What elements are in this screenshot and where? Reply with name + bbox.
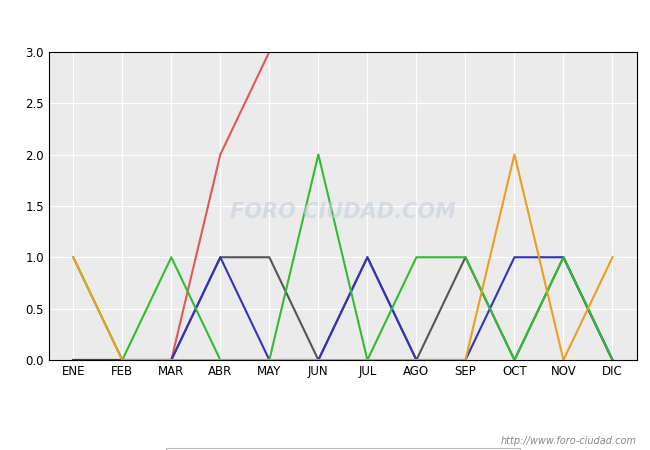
2023 [315, 357, 322, 363]
2022 [608, 357, 616, 363]
2020 [265, 357, 273, 363]
2024 [118, 357, 126, 363]
2022 [216, 255, 224, 260]
Line: 2023: 2023 [73, 257, 612, 360]
2021 [168, 255, 176, 260]
Text: FORO CIUDAD.COM: FORO CIUDAD.COM [230, 202, 456, 222]
2021 [413, 255, 421, 260]
2023 [70, 357, 77, 363]
2020 [363, 357, 371, 363]
2022 [118, 357, 126, 363]
2020 [510, 152, 518, 157]
Text: http://www.foro-ciudad.com: http://www.foro-ciudad.com [501, 436, 637, 446]
2023 [363, 255, 371, 260]
Line: 2021: 2021 [73, 154, 612, 360]
2022 [168, 357, 176, 363]
Line: 2024: 2024 [73, 52, 269, 360]
2020 [608, 255, 616, 260]
2024 [265, 49, 273, 54]
2022 [413, 357, 421, 363]
2023 [118, 357, 126, 363]
2022 [363, 255, 371, 260]
2022 [462, 357, 469, 363]
2020 [168, 357, 176, 363]
2023 [265, 255, 273, 260]
2020 [315, 357, 322, 363]
2023 [413, 357, 421, 363]
2021 [510, 357, 518, 363]
2022 [510, 255, 518, 260]
2020 [216, 357, 224, 363]
Text: Matriculaciones de Vehiculos en Horcajo Medianero: Matriculaciones de Vehiculos en Horcajo … [112, 12, 538, 31]
2021 [462, 255, 469, 260]
Legend: 2024, 2023, 2022, 2021, 2020: 2024, 2023, 2022, 2021, 2020 [166, 448, 519, 450]
2024 [168, 357, 176, 363]
2021 [216, 357, 224, 363]
2022 [70, 357, 77, 363]
2023 [608, 357, 616, 363]
2020 [560, 357, 567, 363]
2020 [413, 357, 421, 363]
2023 [510, 357, 518, 363]
2021 [70, 255, 77, 260]
2021 [560, 255, 567, 260]
2021 [265, 357, 273, 363]
2021 [315, 152, 322, 157]
2021 [363, 357, 371, 363]
2022 [265, 357, 273, 363]
2023 [462, 255, 469, 260]
2020 [462, 357, 469, 363]
2024 [70, 357, 77, 363]
2020 [70, 255, 77, 260]
Line: 2022: 2022 [73, 257, 612, 360]
2023 [560, 255, 567, 260]
2023 [216, 255, 224, 260]
2020 [118, 357, 126, 363]
2021 [608, 357, 616, 363]
2022 [315, 357, 322, 363]
2021 [118, 357, 126, 363]
2022 [560, 255, 567, 260]
2023 [168, 357, 176, 363]
2024 [216, 152, 224, 157]
Line: 2020: 2020 [73, 154, 612, 360]
